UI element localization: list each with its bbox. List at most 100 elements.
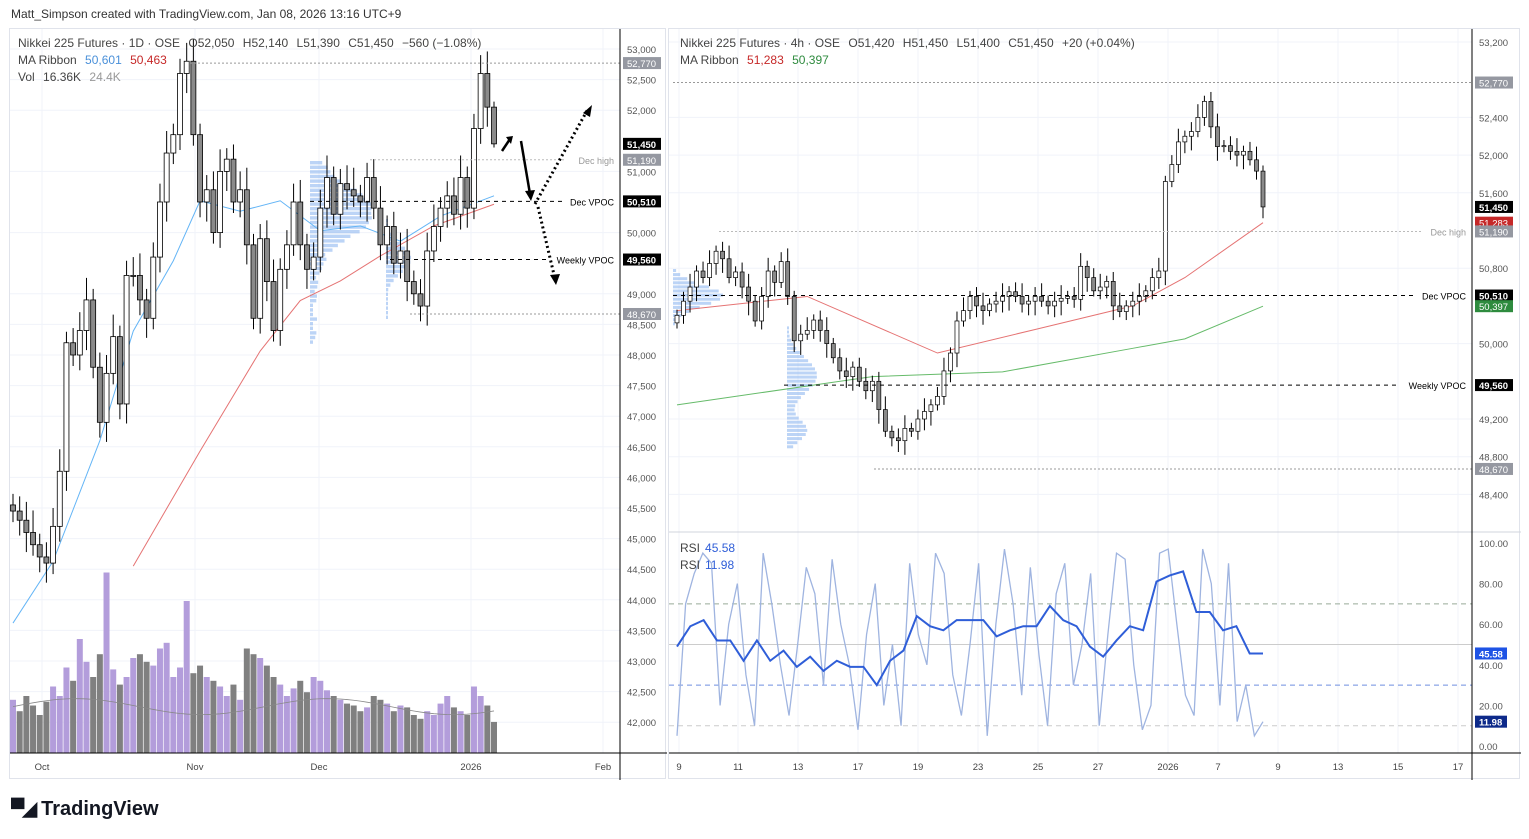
volume-profile-bar bbox=[310, 285, 317, 288]
volume-bar bbox=[10, 700, 16, 753]
candle-body bbox=[211, 190, 216, 233]
candle-body bbox=[57, 471, 62, 526]
volume-profile-bar bbox=[787, 359, 808, 362]
rsi-label[interactable]: RSI bbox=[680, 558, 700, 572]
candle-body bbox=[766, 271, 770, 296]
time-tick-label: 9 bbox=[1275, 762, 1280, 773]
symbol-label[interactable]: Nikkei 225 Futures · 4h · OSE bbox=[680, 36, 840, 50]
candle-body bbox=[318, 208, 323, 257]
candle-body bbox=[291, 202, 296, 245]
volume-bar bbox=[57, 696, 63, 753]
time-tick-label: 11 bbox=[733, 762, 743, 773]
volume-bar bbox=[170, 677, 176, 753]
candle-body bbox=[111, 337, 116, 374]
volume-profile-bar bbox=[787, 408, 795, 411]
open-value: O52,050 bbox=[188, 36, 234, 50]
price-tick-label: 49,200 bbox=[1479, 415, 1508, 426]
price-badge-label: 51,450 bbox=[1479, 203, 1508, 214]
price-badge-label: 52,770 bbox=[627, 59, 656, 70]
price-tick-label: 51,000 bbox=[627, 167, 656, 178]
volume-profile-bar bbox=[787, 376, 817, 379]
4h-chart-panel[interactable]: Dec high Dec VPOC Weekly VPOC 53,200 52,400 5… bbox=[668, 28, 1520, 779]
volume-bar bbox=[397, 706, 403, 754]
candle-body bbox=[1163, 181, 1167, 271]
candle-body bbox=[740, 272, 744, 287]
candle-body bbox=[458, 178, 463, 215]
candle-body bbox=[131, 275, 136, 276]
price-badge-label: 51,450 bbox=[627, 140, 656, 151]
ma-ribbon-label[interactable]: MA Ribbon bbox=[680, 53, 739, 67]
volume-bar bbox=[458, 711, 464, 753]
candle-body bbox=[1118, 306, 1122, 312]
volume-profile-bar bbox=[310, 322, 313, 325]
daily-chart-panel[interactable]: Dec high Dec VPOC Weekly VPOC 53,000 52,500 5… bbox=[9, 28, 666, 779]
volume-profile-bar bbox=[787, 355, 804, 358]
candle-body bbox=[385, 226, 390, 244]
candle-body bbox=[51, 526, 56, 563]
tradingview-logo[interactable]: ▀◢ TradingView bbox=[11, 798, 159, 821]
candle-body bbox=[238, 190, 243, 202]
open-value: O51,420 bbox=[848, 36, 894, 50]
price-tick-label: 48,800 bbox=[1479, 453, 1508, 464]
candle-body bbox=[1254, 160, 1258, 171]
candle-body bbox=[411, 282, 416, 294]
daily-chart-canvas[interactable]: Dec high Dec VPOC Weekly VPOC 53,000 52,500 5… bbox=[10, 29, 667, 780]
price-tick-label: 50,000 bbox=[1479, 340, 1508, 351]
candle-body bbox=[31, 532, 36, 544]
volume-bar bbox=[217, 687, 223, 754]
candle-body bbox=[104, 373, 109, 422]
candle-body bbox=[338, 184, 343, 215]
volume-bar bbox=[90, 677, 96, 753]
volume-profile-bar bbox=[787, 437, 802, 440]
candle-body bbox=[1105, 281, 1109, 287]
candle-body bbox=[311, 257, 316, 269]
time-tick-label: 9 bbox=[676, 762, 681, 773]
brand-name: TradingView bbox=[41, 798, 158, 821]
candle-body bbox=[44, 557, 49, 563]
candle-body bbox=[391, 226, 396, 263]
arrow-down-drawn bbox=[521, 141, 530, 194]
volume-profile-bar bbox=[310, 336, 315, 339]
high-value: H51,450 bbox=[903, 36, 948, 50]
candle-body bbox=[1131, 301, 1135, 306]
volume-label[interactable]: Vol bbox=[18, 70, 35, 84]
ma-slow-value: 50,397 bbox=[792, 53, 829, 67]
candle-body bbox=[251, 245, 256, 318]
candle-body bbox=[825, 330, 829, 343]
volume-bar bbox=[157, 649, 163, 754]
volume-profile-bar bbox=[787, 392, 805, 395]
volume-bar bbox=[277, 685, 283, 753]
rsi-label[interactable]: RSI bbox=[680, 541, 700, 555]
time-tick-label: 2026 bbox=[1157, 762, 1178, 773]
volume-profile-bar bbox=[787, 433, 806, 436]
volume-bar bbox=[137, 654, 143, 753]
volume-profile-bar bbox=[787, 380, 815, 383]
volume-bar bbox=[97, 654, 103, 753]
volume-profile-bar bbox=[386, 306, 388, 309]
candle-body bbox=[1137, 296, 1141, 301]
dec-high-label: Dec high bbox=[578, 156, 614, 166]
price-tick-label: 45,000 bbox=[627, 535, 656, 546]
candle-body bbox=[151, 257, 156, 318]
rsi-slow-value: 45.58 bbox=[705, 541, 735, 555]
volume-bar bbox=[104, 573, 110, 754]
candle-body bbox=[137, 275, 142, 299]
candle-body bbox=[1020, 296, 1024, 304]
ma-ribbon-label[interactable]: MA Ribbon bbox=[18, 53, 77, 67]
volume-bar bbox=[491, 722, 497, 753]
volume-bar bbox=[224, 696, 230, 753]
symbol-label[interactable]: Nikkei 225 Futures · 1D · OSE bbox=[18, 36, 180, 50]
candle-body bbox=[909, 428, 913, 431]
volume-bar bbox=[271, 677, 277, 753]
price-badge-label: 49,560 bbox=[1479, 381, 1508, 392]
low-value: L51,400 bbox=[957, 36, 1000, 50]
close-value: C51,450 bbox=[348, 36, 393, 50]
volume-bar bbox=[471, 687, 477, 754]
candle-body bbox=[1176, 142, 1180, 165]
price-tick-label: 50,800 bbox=[1479, 264, 1508, 275]
candle-body bbox=[157, 202, 162, 257]
volume-profile-bar bbox=[310, 327, 313, 330]
volume-profile-bar bbox=[310, 276, 316, 279]
candle-body bbox=[405, 251, 410, 282]
4h-chart-canvas[interactable]: Dec high Dec VPOC Weekly VPOC 53,200 52,400 5… bbox=[669, 29, 1521, 780]
